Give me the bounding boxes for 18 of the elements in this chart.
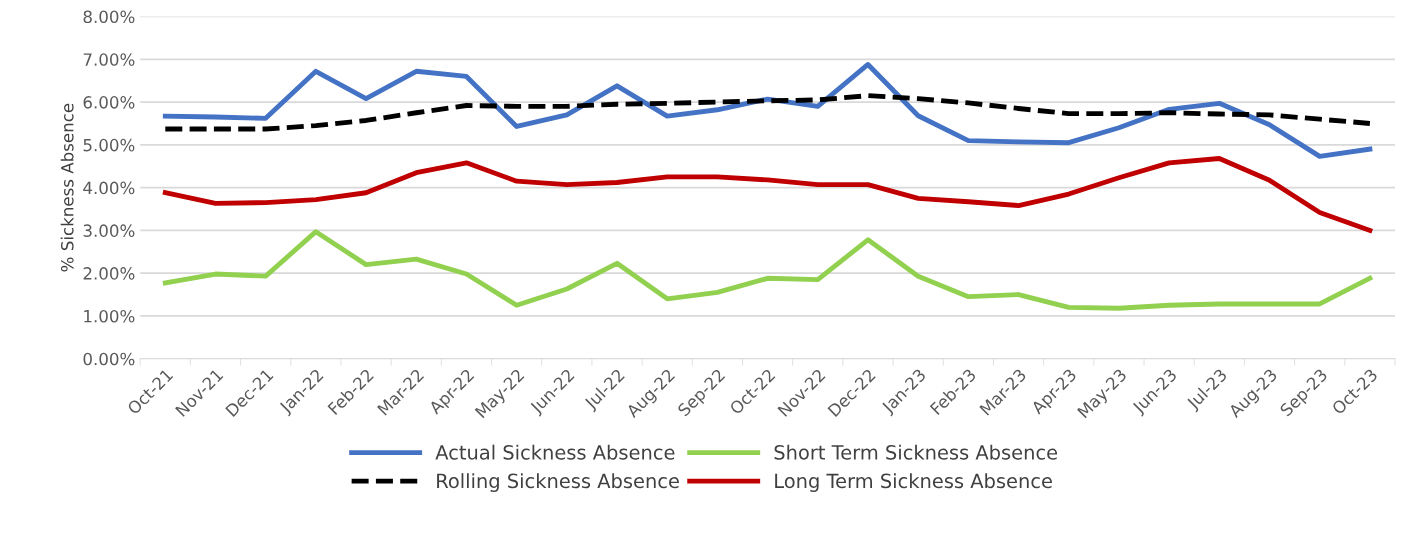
legend-label: Rolling Sickness Absence (437, 473, 679, 493)
y-tick-label: 2.00% (83, 267, 135, 280)
line-series (162, 62, 1373, 159)
legend-label: Short Term Sickness Absence (774, 444, 1058, 460)
y-tick-label: 4.00% (83, 181, 135, 195)
y-tick-label: 8.00% (83, 10, 135, 24)
y-tick-label: 7.00% (83, 53, 135, 66)
y-tick-label: 6.00% (83, 96, 135, 109)
y-tick-label: 3.00% (83, 224, 135, 237)
y-tick-label: 5.00% (83, 138, 135, 152)
y-tick-label: 1.00% (84, 309, 135, 323)
legend-label: Actual Sickness Absence (435, 444, 675, 460)
line-series (162, 93, 1373, 132)
line-series (162, 156, 1373, 233)
legend-label: Long Term Sickness Absence (775, 473, 1052, 493)
line-series (162, 229, 1373, 311)
y-tick-label: 0.00% (83, 352, 135, 366)
y-axis-title: % Sickness Absence (60, 103, 74, 272)
